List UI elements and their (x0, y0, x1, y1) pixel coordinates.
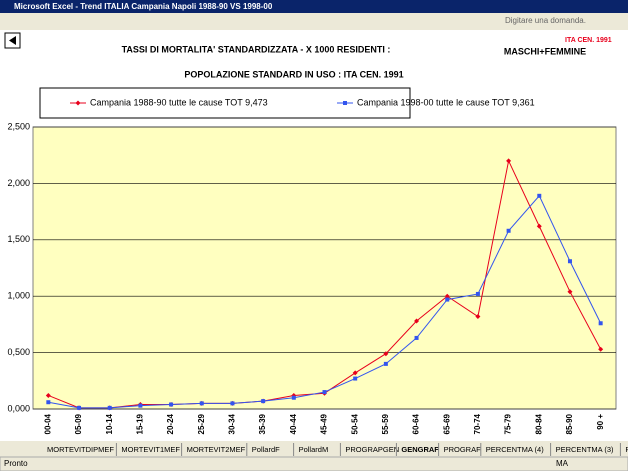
x-tick-label: 30-34 (228, 413, 237, 434)
marker (445, 297, 450, 302)
chart-subtitle: POPOLAZIONE STANDARD IN USO : ITA CEN. 1… (184, 69, 403, 79)
sheet-tab[interactable]: PROGRAPGEN (345, 445, 399, 454)
x-tick-label: 40-44 (289, 413, 298, 434)
marker (567, 259, 572, 264)
marker (537, 193, 542, 198)
help-box[interactable]: Digitare una domanda. (505, 16, 586, 25)
x-tick-label: 85-90 (565, 413, 574, 434)
x-tick-label: 90 + (596, 414, 605, 430)
marker (46, 400, 51, 405)
y-tick-label: 2,500 (7, 121, 30, 131)
window-title: Microsoft Excel - Trend ITALIA Campania … (14, 2, 273, 11)
marker (506, 158, 512, 164)
toolbar (0, 13, 628, 30)
x-tick-label: 70-74 (473, 413, 482, 434)
y-tick-label: 2,000 (7, 178, 30, 188)
marker (383, 351, 389, 357)
status: Pronto (4, 459, 28, 468)
x-tick-label: 25-29 (197, 413, 206, 434)
marker (291, 395, 296, 400)
marker (506, 228, 511, 233)
x-tick-label: 75-79 (504, 413, 513, 434)
sheet-tab[interactable]: PollardM (299, 445, 329, 454)
marker (322, 390, 327, 395)
x-tick-label: 60-64 (412, 413, 421, 434)
sex-label: MASCHI+FEMMINE (504, 46, 586, 56)
title-bar (0, 0, 628, 13)
sheet-tab[interactable]: GENGRAF (401, 445, 439, 454)
back-arrow (9, 36, 16, 45)
sheet-tab[interactable]: MORTEVITDIPMEF (47, 445, 114, 454)
sheet-tab[interactable]: MORTEVIT2MEF (187, 445, 246, 454)
x-tick-label: 20-24 (166, 413, 175, 434)
x-tick-label: 80-84 (534, 413, 543, 434)
x-tick-label: 35-39 (258, 413, 267, 434)
marker (230, 401, 235, 406)
plot-area (32, 126, 617, 410)
sheet-tab[interactable]: PollardF (252, 445, 280, 454)
legend-marker (75, 100, 81, 106)
x-tick-label: 00-04 (43, 413, 52, 434)
status-mode: MA (556, 459, 569, 468)
marker (414, 335, 419, 340)
sheet-tab[interactable]: PERCENTMA (3) (556, 445, 614, 454)
marker (383, 361, 388, 366)
legend-label: Campania 1988-90 tutte le cause TOT 9,47… (90, 97, 268, 107)
marker (261, 399, 266, 404)
marker (598, 321, 603, 326)
sheet-tab[interactable]: PERCENTMA (2) (625, 445, 628, 454)
marker (414, 318, 420, 324)
x-tick-label: 65-69 (442, 413, 451, 434)
sheet-tab[interactable]: MORTEVIT1MEF (121, 445, 180, 454)
annotation: ITA CEN. 1991 (565, 37, 612, 44)
x-tick-label: 50-54 (350, 413, 359, 434)
x-tick-label: 15-19 (136, 413, 145, 434)
x-tick-label: 10-14 (105, 413, 114, 434)
marker (352, 370, 358, 376)
marker (107, 405, 112, 410)
legend-label: Campania 1998-00 tutte le cause TOT 9,36… (357, 97, 535, 107)
marker (444, 293, 450, 299)
sheet-tab[interactable]: PERCENTMA (4) (486, 445, 544, 454)
y-tick-label: 0,000 (7, 403, 30, 413)
marker (77, 405, 82, 410)
marker (353, 376, 358, 381)
marker (45, 392, 51, 398)
x-tick-label: 55-59 (381, 413, 390, 434)
sheet-tab[interactable]: PROGRAF (444, 445, 482, 454)
legend-marker (343, 101, 347, 105)
y-tick-label: 1,500 (7, 234, 30, 244)
marker (138, 403, 143, 408)
marker (567, 289, 573, 295)
x-tick-label: 05-09 (74, 413, 83, 434)
marker (169, 402, 174, 407)
marker (199, 401, 204, 406)
marker (536, 223, 542, 229)
chart-title: TASSI DI MORTALITA' STANDARDIZZATA - X 1… (122, 44, 391, 54)
x-tick-label: 45-49 (320, 413, 329, 434)
marker (475, 291, 480, 296)
y-tick-label: 0,500 (7, 347, 30, 357)
y-tick-label: 1,000 (7, 291, 30, 301)
tab-bar (0, 441, 628, 457)
marker (598, 346, 604, 352)
marker (475, 314, 481, 320)
status-bar (0, 456, 628, 472)
